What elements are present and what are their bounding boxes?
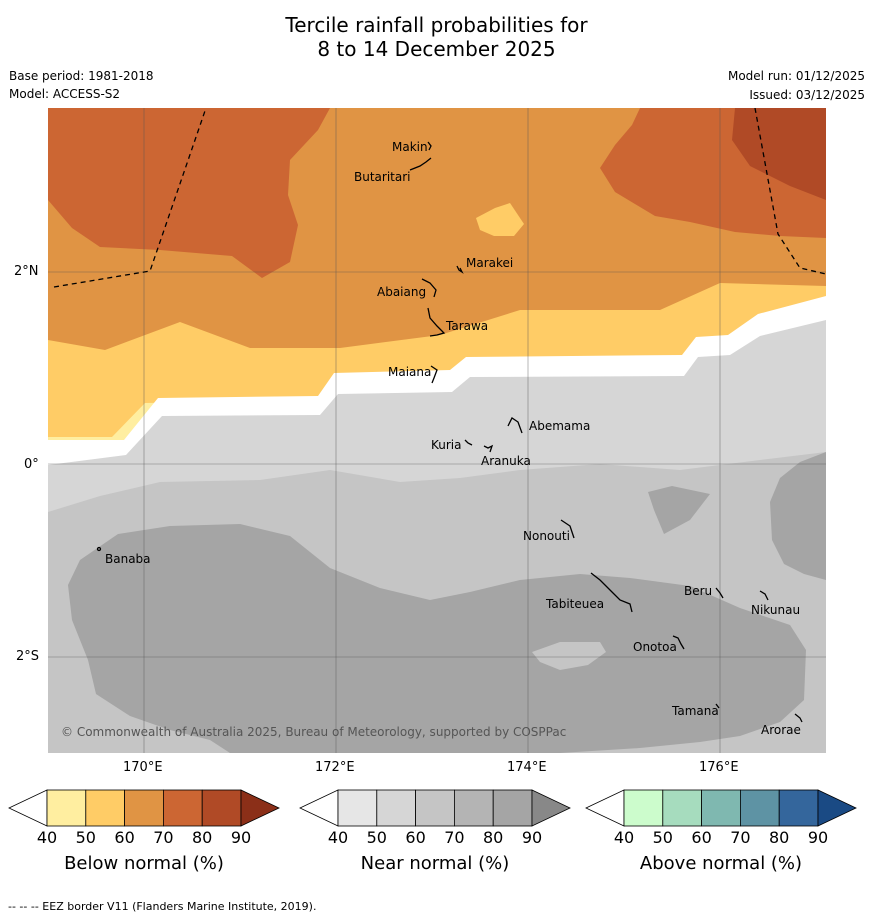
colorbar-below-segment bbox=[124, 789, 164, 827]
colorbar-above-tick-label: 90 bbox=[807, 828, 829, 847]
colorbar-near-segment bbox=[337, 789, 378, 827]
colorbar-below-tick-label: 90 bbox=[230, 828, 252, 847]
probability-map: Makin Butaritari Marakei Abaiang Tarawa … bbox=[48, 108, 826, 753]
place-tamana: Tamana bbox=[671, 704, 719, 718]
region-below-50-60-blob bbox=[476, 203, 524, 236]
colorbar-near-low-arrow bbox=[299, 789, 339, 827]
colorbar-near-tick-label: 50 bbox=[366, 828, 387, 847]
place-nonouti: Nonouti bbox=[523, 529, 570, 543]
colorbar-above-high-arrow bbox=[817, 789, 857, 827]
copyright-notice: © Commonwealth of Australia 2025, Bureau… bbox=[61, 725, 566, 739]
colorbar-below-high-arrow bbox=[240, 789, 280, 827]
colorbar-above-low-arrow bbox=[585, 789, 625, 827]
lat-label-2s: 2°S bbox=[16, 649, 40, 664]
lon-label-172e: 172°E bbox=[315, 760, 355, 775]
colorbar-above-segment bbox=[662, 789, 702, 827]
colorbar-near-tick-label: 40 bbox=[327, 828, 349, 847]
eez-border-east bbox=[754, 108, 826, 275]
region-near-inner-patch bbox=[532, 642, 606, 670]
place-kuria: Kuria bbox=[431, 438, 462, 452]
colorbar-near-tick-label: 90 bbox=[521, 828, 543, 847]
colorbar-below-tick-label: 80 bbox=[192, 828, 213, 847]
place-banaba: Banaba bbox=[105, 552, 151, 566]
lat-label-0: 0° bbox=[24, 457, 39, 472]
base-period: Base period: 1981-2018 bbox=[9, 69, 154, 83]
place-abemama: Abemama bbox=[529, 419, 590, 433]
colorbar-near-segment bbox=[492, 789, 533, 827]
colorbar-above-segment bbox=[778, 789, 819, 827]
lon-label-174e: 174°E bbox=[507, 760, 547, 775]
colorbar-near-segment bbox=[453, 789, 494, 827]
region-near-right-edge bbox=[770, 452, 826, 580]
colorbar-near-normal bbox=[299, 789, 571, 827]
colorbar-below-tick-label: 40 bbox=[36, 828, 58, 847]
issued-date: Issued: 03/12/2025 bbox=[749, 88, 865, 102]
place-onotoa: Onotoa bbox=[633, 640, 677, 654]
colorbar-below-tick-label: 60 bbox=[114, 828, 135, 847]
colorbar-near-tick-label: 80 bbox=[483, 828, 504, 847]
place-aranuka: Aranuka bbox=[481, 454, 531, 468]
colorbar-below-segment bbox=[85, 789, 126, 827]
footer-eez-note: -- -- -- EEZ border V11 (Flanders Marine… bbox=[8, 900, 317, 913]
place-tabiteuea: Tabiteuea bbox=[545, 597, 604, 611]
colorbar-below-tick-label: 70 bbox=[153, 828, 174, 847]
colorbar-below-normal bbox=[8, 789, 280, 827]
region-below-80-90 bbox=[732, 108, 826, 200]
lon-label-176e: 176°E bbox=[699, 760, 739, 775]
colorbar-above-label: Above normal (%) bbox=[639, 853, 803, 874]
lat-label-2n: 2°N bbox=[14, 264, 39, 279]
place-butaritari: Butaritari bbox=[354, 170, 411, 184]
colorbar-near-label: Near normal (%) bbox=[360, 853, 510, 874]
colorbar-above-tick-label: 60 bbox=[691, 828, 712, 847]
colorbar-above-tick-label: 70 bbox=[730, 828, 751, 847]
colorbars bbox=[8, 789, 857, 827]
colorbar-near-segment bbox=[376, 789, 416, 827]
colorbar-above-tick-label: 40 bbox=[613, 828, 635, 847]
colorbar-below-segment bbox=[46, 789, 87, 827]
colorbar-above-segment bbox=[701, 789, 741, 827]
island-outlines bbox=[96, 141, 803, 723]
place-makin: Makin bbox=[392, 140, 428, 154]
place-tarawa: Tarawa bbox=[445, 319, 488, 333]
place-marakei: Marakei bbox=[466, 256, 513, 270]
colorbar-below-tick-label: 50 bbox=[75, 828, 96, 847]
colorbar-below-low-arrow bbox=[8, 789, 48, 827]
model-name: Model: ACCESS-S2 bbox=[9, 87, 121, 101]
colorbar-near-high-arrow bbox=[531, 789, 571, 827]
colorbar-above-normal bbox=[585, 789, 857, 827]
colorbar-near-segment bbox=[415, 789, 455, 827]
place-nikunau: Nikunau bbox=[751, 603, 800, 617]
model-run: Model run: 01/12/2025 bbox=[727, 69, 865, 83]
place-beru: Beru bbox=[684, 584, 712, 598]
colorbar-above-segment bbox=[740, 789, 780, 827]
region-near-patch-east bbox=[648, 486, 710, 534]
colorbar-above-tick-label: 80 bbox=[769, 828, 790, 847]
colorbar-near-tick-label: 70 bbox=[444, 828, 465, 847]
title-line-1: Tercile rainfall probabilities for bbox=[285, 13, 588, 37]
region-near-70-80 bbox=[68, 524, 806, 753]
colorbar-above-segment bbox=[623, 789, 664, 827]
lon-label-170e: 170°E bbox=[123, 760, 163, 775]
place-arorae: Arorae bbox=[761, 723, 801, 737]
place-maiana: Maiana bbox=[388, 365, 431, 379]
place-abaiang: Abaiang bbox=[377, 285, 426, 299]
colorbar-below-segment bbox=[201, 789, 242, 827]
colorbar-above-tick-label: 50 bbox=[652, 828, 673, 847]
colorbar-below-segment bbox=[162, 789, 203, 827]
title-line-2: 8 to 14 December 2025 bbox=[317, 37, 556, 61]
region-below-70-80-west bbox=[48, 108, 330, 278]
colorbar-near-tick-label: 60 bbox=[405, 828, 426, 847]
colorbar-below-label: Below normal (%) bbox=[64, 853, 224, 874]
